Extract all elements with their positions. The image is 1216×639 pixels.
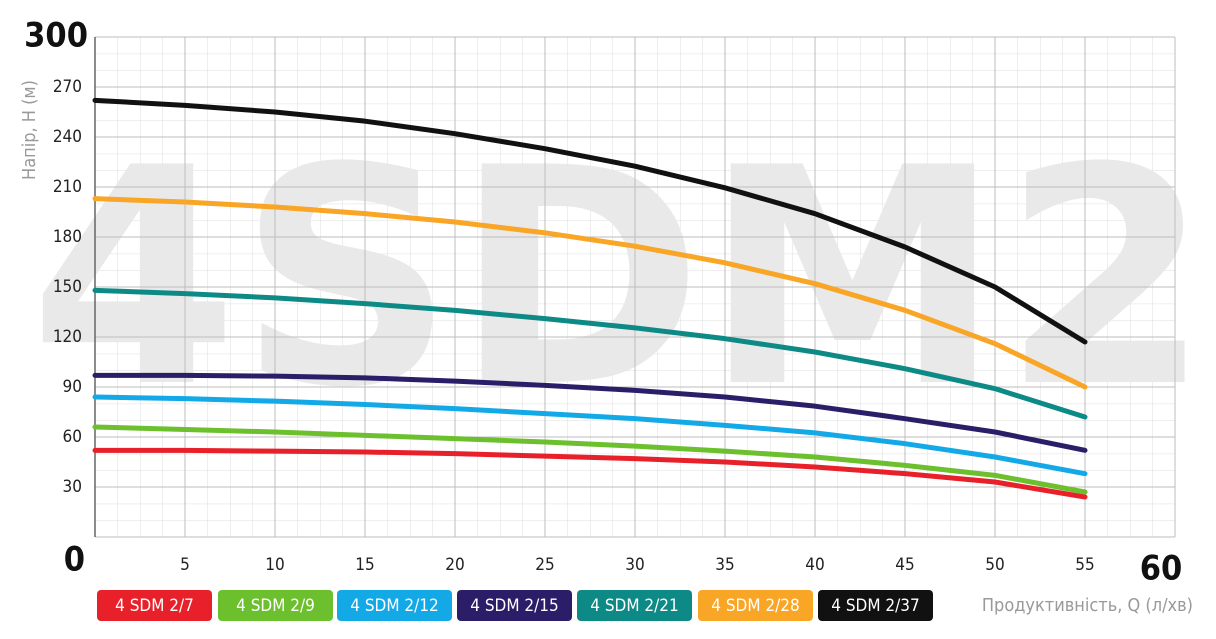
legend-swatch [457,590,572,621]
series-line [92,372,1088,453]
x-tick-label: 60 [1140,549,1183,589]
y-axis-label: Напір, Н (м) [19,80,40,180]
legend-label: 4 SDM 2/21 [590,596,678,616]
series-line [92,424,1088,495]
series-line [92,287,1088,420]
x-tick-label: 20 [445,555,464,575]
y-tick-label: 180 [53,227,82,247]
y-tick-label: 60 [63,427,82,447]
y-tick-label: 210 [53,177,82,197]
y-tick-label: 270 [53,77,82,97]
x-tick-label: 45 [895,555,914,575]
y-tick-label: 30 [63,477,82,497]
series-line [92,394,1088,477]
y-tick-label: 90 [63,377,82,397]
x-tick-label: 35 [715,555,734,575]
x-tick-label: 40 [805,555,824,575]
x-tick-label: 15 [355,555,374,575]
series-line [92,196,1088,390]
x-tick-label: 5 [180,555,190,575]
series-line [92,97,1088,345]
y-tick-label: 120 [53,327,82,347]
series-line [92,447,1088,500]
legend-label: 4 SDM 2/15 [470,596,558,616]
legend-swatch [218,590,333,621]
legend-label: 4 SDM 2/28 [711,596,799,616]
legend-label: 4 SDM 2/37 [831,596,919,616]
legend-label: 4 SDM 2/7 [115,596,194,616]
x-tick-label: 25 [535,555,554,575]
x-axis-label: Продуктивність, Q (л/хв) [982,595,1193,616]
legend-swatch [698,590,813,621]
x-tick-label: 10 [265,555,284,575]
legend-swatch [337,590,452,621]
y-tick-label: 0 [64,540,85,580]
y-tick-label: 150 [53,277,82,297]
legend-swatch [577,590,692,621]
legend-swatch [818,590,933,621]
x-tick-label: 30 [625,555,644,575]
legend-label: 4 SDM 2/12 [350,596,438,616]
x-tick-label: 50 [985,555,1004,575]
y-tick-label: 240 [53,127,82,147]
x-tick-label: 55 [1075,555,1094,575]
y-tick-label: 300 [24,16,88,56]
legend-label: 4 SDM 2/9 [236,596,315,616]
legend-swatch [97,590,212,621]
